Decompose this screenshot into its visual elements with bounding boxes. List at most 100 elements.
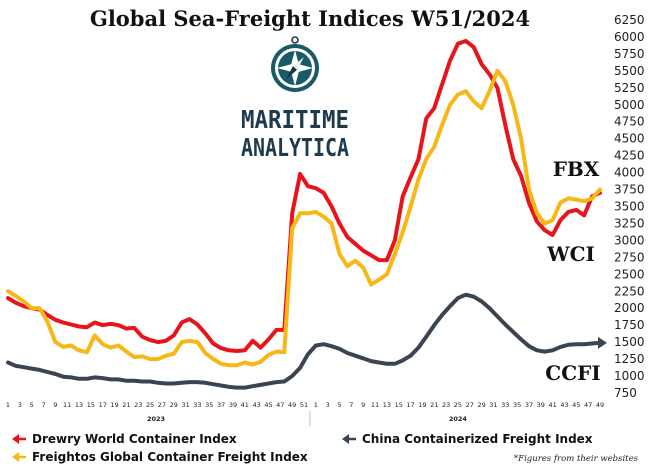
- series-label-fbx: FBX: [553, 157, 600, 181]
- x-tick-label: 37: [217, 401, 225, 409]
- y-tick-label: 2500: [614, 267, 645, 281]
- y-tick-label: 1250: [614, 352, 645, 366]
- x-tick-label: 47: [584, 401, 592, 409]
- year-label: 2023: [147, 415, 165, 423]
- arrow-left-icon: [342, 434, 349, 444]
- x-tick-label: 7: [349, 401, 353, 409]
- x-tick-label: 9: [53, 401, 57, 409]
- x-tick-label: 33: [501, 401, 509, 409]
- x-tick-label: 5: [337, 401, 341, 409]
- y-tick-label: 2750: [614, 250, 645, 264]
- x-tick-label: 43: [252, 401, 260, 409]
- x-tick-label: 15: [395, 401, 403, 409]
- arrow-left-icon: [12, 452, 19, 462]
- x-tick-label: 19: [418, 401, 426, 409]
- logo-line-2: ANALYTICA: [241, 133, 349, 162]
- legend-label-wci: Drewry World Container Index: [32, 432, 237, 446]
- x-tick-label: 5: [30, 401, 34, 409]
- x-tick-label: 13: [383, 401, 391, 409]
- x-tick-label: 27: [466, 401, 474, 409]
- y-tick-label: 3750: [614, 183, 645, 197]
- footnote: *Figures from their websites: [514, 454, 639, 464]
- x-tick-label: 35: [513, 401, 521, 409]
- legend-label-ccfi: China Containerized Freight Index: [362, 432, 593, 446]
- arrow-left-icon: [12, 434, 19, 444]
- x-tick-label: 25: [146, 401, 154, 409]
- x-tick-label: 17: [99, 401, 107, 409]
- x-tick-label: 15: [87, 401, 95, 409]
- series-label-wci: WCI: [546, 242, 595, 266]
- y-tick-label: 1000: [614, 369, 645, 383]
- x-tick-label: 1: [314, 401, 318, 409]
- x-tick-label: 45: [572, 401, 580, 409]
- y-tick-label: 4750: [614, 115, 645, 129]
- x-tick-label: 43: [560, 401, 568, 409]
- legend-label-fbx: Freightos Global Container Freight Index: [32, 450, 308, 464]
- y-tick-label: 3500: [614, 200, 645, 214]
- y-tick-label: 4500: [614, 132, 645, 146]
- x-tick-label: 31: [489, 401, 497, 409]
- x-tick-label: 49: [596, 401, 604, 409]
- x-tick-label: 29: [477, 401, 485, 409]
- year-label: 2024: [449, 415, 468, 423]
- y-tick-label: 750: [614, 386, 637, 400]
- y-tick-label: 5000: [614, 98, 645, 112]
- x-tick-label: 33: [193, 401, 201, 409]
- x-tick-label: 1: [6, 401, 10, 409]
- series-line-ccfi: [6, 292, 602, 390]
- x-tick-label: 47: [276, 401, 284, 409]
- x-axis-ticks: 1 3 5 7 9 11 13 15 17 19 21 23 25 27 29 31 33 35 37 39 41 43 4…: [6, 401, 604, 426]
- x-tick-label: 11: [371, 401, 379, 409]
- y-tick-label: 1750: [614, 318, 645, 332]
- y-tick-label: 6000: [614, 30, 645, 44]
- x-tick-label: 25: [454, 401, 462, 409]
- maritime-analytica-logo: MARITIME ANALYTICA: [241, 36, 349, 162]
- legend-item-ccfi: China Containerized Freight Index: [342, 432, 593, 446]
- x-tick-label: 31: [181, 401, 189, 409]
- x-tick-label: 17: [406, 401, 414, 409]
- x-tick-label: 21: [430, 401, 438, 409]
- legend: Drewry World Container Index Freightos G…: [12, 432, 593, 464]
- x-tick-label: 11: [63, 401, 71, 409]
- x-tick-label: 13: [75, 401, 83, 409]
- x-tick-label: 41: [241, 401, 249, 409]
- x-tick-label: 23: [442, 401, 450, 409]
- x-tick-label: 37: [525, 401, 533, 409]
- series-line-fbx: [6, 68, 602, 368]
- x-tick-label: 3: [326, 401, 330, 409]
- y-tick-label: 2250: [614, 284, 645, 298]
- series-line-wci: [6, 39, 602, 353]
- y-tick-label: 5250: [614, 81, 645, 95]
- x-tick-label: 27: [158, 401, 166, 409]
- x-tick-label: 3: [18, 401, 22, 409]
- x-tick-label: 41: [548, 401, 556, 409]
- y-tick-label: 3250: [614, 216, 645, 230]
- y-axis-ticks: 6250 6000 5750 5500 5250 5000 4750 4500 4250 4000…: [614, 13, 645, 400]
- x-tick-label: 51: [300, 401, 308, 409]
- x-tick-label: 35: [205, 401, 213, 409]
- x-tick-label: 9: [361, 401, 365, 409]
- series-lines: [6, 39, 607, 390]
- x-tick-label: 7: [41, 401, 45, 409]
- x-tick-label: 45: [264, 401, 272, 409]
- y-tick-label: 5500: [614, 64, 645, 78]
- x-tick-label: 19: [110, 401, 118, 409]
- legend-item-fbx: Freightos Global Container Freight Index: [12, 450, 308, 464]
- x-tick-label: 21: [122, 401, 130, 409]
- y-tick-label: 1500: [614, 335, 645, 349]
- x-tick-label: 49: [288, 401, 296, 409]
- x-tick-label: 39: [537, 401, 545, 409]
- x-tick-label: 23: [134, 401, 142, 409]
- y-tick-label: 6250: [614, 13, 645, 27]
- chart-title: Global Sea-Freight Indices W51/2024: [90, 6, 530, 31]
- y-tick-label: 2000: [614, 301, 645, 315]
- legend-item-wci: Drewry World Container Index: [12, 432, 237, 446]
- y-tick-label: 5750: [614, 47, 645, 61]
- arrow-right-icon: [598, 336, 607, 349]
- logo-line-1: MARITIME: [241, 105, 349, 134]
- series-label-ccfi: CCFI: [545, 361, 600, 385]
- x-tick-label: 29: [170, 401, 178, 409]
- y-tick-label: 4000: [614, 166, 645, 180]
- y-tick-label: 3000: [614, 233, 645, 247]
- compass-icon: [271, 36, 319, 92]
